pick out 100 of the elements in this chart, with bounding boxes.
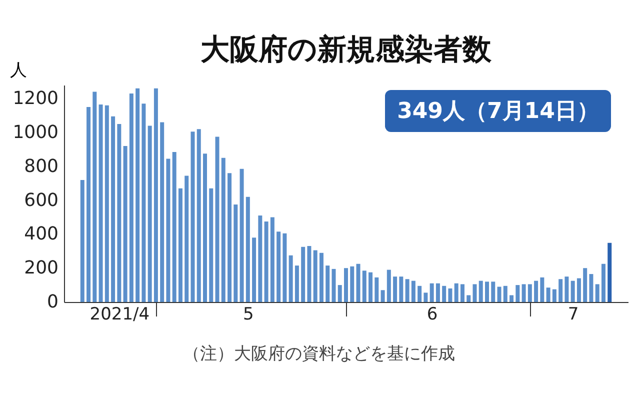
bar [576, 278, 581, 302]
bar [301, 246, 306, 302]
bar [601, 264, 606, 302]
bar [540, 277, 544, 302]
bar [203, 154, 207, 302]
text: （注）大阪府の資料などを基に作成 [182, 343, 456, 365]
bar [209, 188, 214, 302]
bar [368, 272, 373, 302]
bar [595, 284, 600, 302]
bar [564, 276, 569, 302]
bar [344, 268, 348, 302]
bar [228, 173, 232, 302]
bar [276, 232, 281, 302]
chart-title: 大阪府の新規感染者数 [200, 32, 492, 66]
bar [148, 126, 152, 302]
bar [418, 286, 422, 302]
bar [326, 266, 330, 302]
bar [160, 122, 164, 302]
bar [282, 233, 287, 302]
bar [166, 158, 170, 302]
x-tick-label: 5 [243, 304, 254, 324]
bar [516, 285, 520, 302]
bar [240, 168, 244, 302]
bar [552, 289, 556, 302]
bar [264, 221, 268, 302]
y-tick-label: 800 [24, 156, 58, 177]
bar [522, 284, 526, 302]
bar [215, 136, 220, 302]
bar [92, 92, 97, 302]
bar [252, 238, 256, 302]
bar [393, 276, 398, 302]
bar [534, 280, 538, 302]
bar [386, 270, 391, 302]
bar [430, 283, 434, 302]
bar [454, 283, 458, 302]
bar [570, 280, 575, 302]
bar [142, 104, 146, 302]
bar [546, 288, 550, 302]
bar [184, 176, 189, 302]
bar [374, 277, 379, 302]
bar [98, 104, 103, 302]
bar [338, 285, 342, 302]
bar [117, 124, 122, 302]
bar [234, 204, 238, 302]
bar [356, 264, 360, 302]
y-tick-label: 200 [24, 258, 58, 279]
bar [294, 266, 299, 302]
bar [178, 188, 182, 302]
bar [478, 280, 483, 302]
bar [319, 252, 324, 302]
bar [332, 268, 336, 302]
y-tick-label: 400 [24, 224, 58, 245]
y-tick-label: 0 [47, 292, 58, 312]
bar [380, 290, 385, 302]
bar [221, 158, 226, 302]
bar [503, 286, 508, 302]
bar [424, 292, 428, 302]
bar [411, 280, 416, 302]
bar [589, 274, 594, 302]
bar [448, 288, 452, 302]
bar [442, 286, 446, 302]
bar [399, 276, 404, 302]
bar [510, 295, 514, 302]
bar [485, 282, 489, 302]
bar [129, 93, 134, 302]
y-axis-title: 人 [10, 60, 27, 80]
bar [528, 284, 532, 302]
bar [154, 88, 158, 302]
bar [288, 255, 293, 302]
bar [472, 284, 477, 302]
bar [196, 129, 201, 302]
bar [307, 246, 312, 302]
bar [123, 146, 128, 302]
y-tick-label: 1200 [12, 88, 58, 110]
bar [136, 88, 140, 302]
bar [104, 105, 109, 302]
bar [258, 216, 262, 302]
x-tick-label: 2021/4 [90, 304, 150, 324]
bar [86, 107, 91, 302]
bar [405, 279, 410, 302]
bar [608, 242, 612, 302]
bar [270, 217, 274, 302]
bar [497, 286, 502, 302]
bar [460, 284, 464, 302]
bar [190, 132, 195, 302]
bar [436, 283, 440, 302]
bar [362, 270, 366, 302]
bar [80, 180, 84, 302]
bar [313, 250, 318, 302]
bar [466, 295, 471, 302]
bar [558, 279, 563, 302]
x-tick-label: 6 [426, 304, 438, 324]
annotation: 349人（7月14日） [385, 90, 611, 132]
y-tick-label: 1000 [12, 122, 58, 143]
bar [111, 116, 116, 302]
bar [583, 268, 588, 302]
bar [491, 282, 496, 302]
bar [172, 152, 176, 302]
x-tick-label: 7 [568, 304, 579, 324]
bar [246, 196, 250, 302]
